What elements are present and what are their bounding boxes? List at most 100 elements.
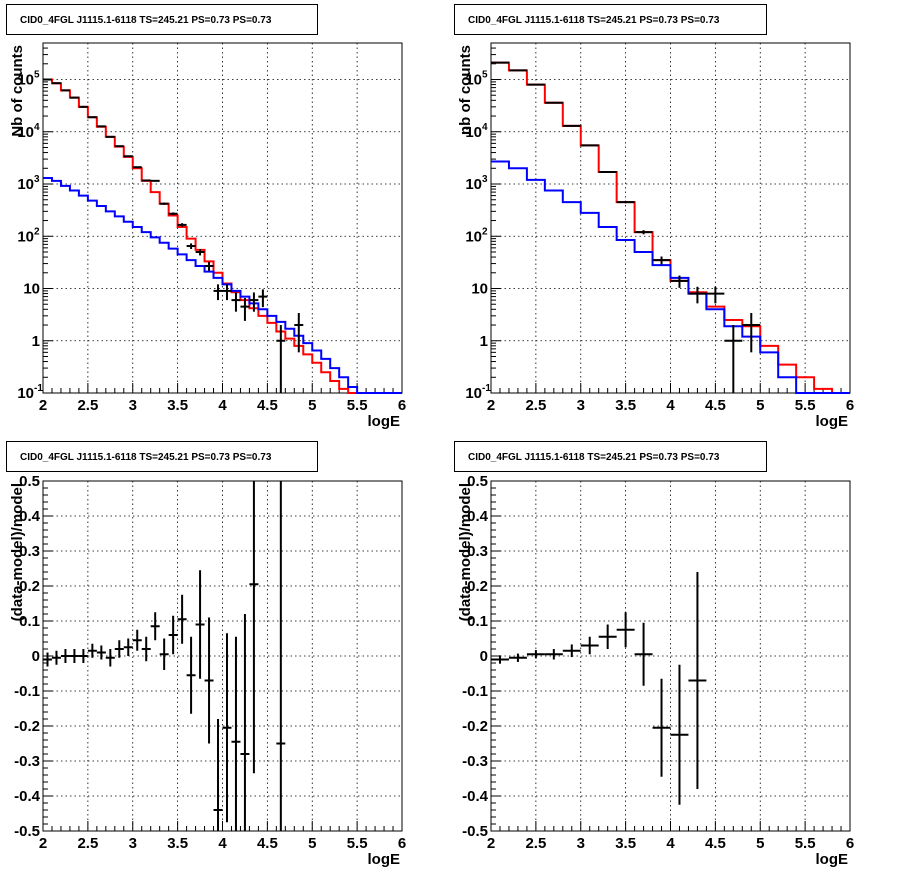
y-tick-label: -0.5 <box>462 823 488 840</box>
x-tick-label: 5 <box>308 397 316 414</box>
x-axis: 2 2.5 3 3.5 4 4.5 5 5.5 6 <box>39 43 406 414</box>
y-tick-label: 10 <box>465 176 482 193</box>
chart-title: CID0_4FGL J1115.1-6118 TS=245.21 PS=0.73… <box>468 452 720 463</box>
y-tick-label: 0.4 <box>467 508 489 525</box>
data-point <box>150 612 160 641</box>
data-point <box>87 643 97 658</box>
data-point <box>742 312 761 353</box>
data-point <box>706 286 725 304</box>
title-box <box>6 4 318 35</box>
x-tick-label: 2.5 <box>525 397 546 414</box>
data-point <box>177 594 187 644</box>
x-axis-label: logE <box>368 851 401 868</box>
data-point <box>491 655 509 664</box>
y-tick-label: 0.5 <box>19 473 40 490</box>
x-tick-label: 6 <box>398 397 406 414</box>
data-point <box>688 572 707 789</box>
x-tick-label: 6 <box>846 397 854 414</box>
data-point <box>204 617 214 744</box>
y-tick-label: 0 <box>480 648 488 665</box>
y-tick-label: 10 <box>17 72 34 89</box>
data-point <box>276 325 286 393</box>
data-point <box>508 653 527 662</box>
data-point <box>231 636 241 831</box>
y-tick-label: 0.3 <box>19 543 40 560</box>
data-point <box>141 179 151 182</box>
y-tick-label: 10 <box>465 72 482 89</box>
y-tick-exponent: 2 <box>482 226 488 237</box>
x-tick-label: 4 <box>666 397 675 414</box>
x-tick-label: 6 <box>846 835 854 852</box>
data-point <box>616 201 635 204</box>
data-point <box>231 292 241 312</box>
y-tick-exponent: 5 <box>482 70 488 81</box>
data-point <box>276 481 286 831</box>
y-tick-label: 10 <box>465 228 482 245</box>
x-tick-label: 4 <box>218 835 227 852</box>
x-tick-label: 5 <box>756 397 764 414</box>
data-point <box>249 481 259 774</box>
x-tick-label: 5 <box>756 835 764 852</box>
y-tick-label: 10 <box>465 385 482 402</box>
data-point <box>177 223 187 227</box>
y-tick-label: -0.2 <box>462 718 488 735</box>
x-tick-label: 2 <box>39 397 47 414</box>
x-axis-label: logE <box>816 851 849 868</box>
step-histogram-line <box>43 177 402 394</box>
step-histogram-line <box>491 160 850 394</box>
plot-frame <box>490 42 851 394</box>
y-tick-label: 0.2 <box>467 578 488 595</box>
y-tick-label: 10 <box>471 281 488 298</box>
y-tick-label: -0.3 <box>14 753 40 770</box>
x-tick-label: 5.5 <box>347 835 368 852</box>
data-point <box>634 622 653 686</box>
y-tick-label: -0.4 <box>462 788 489 805</box>
y-tick-label: -0.1 <box>462 683 488 700</box>
data-point <box>222 284 232 301</box>
data-point <box>159 202 169 205</box>
y-tick-label: 1 <box>480 333 488 350</box>
data-point <box>724 325 743 393</box>
data-point <box>168 212 178 216</box>
y-tick-label: -0.2 <box>14 718 40 735</box>
y-tick-label: 0.5 <box>467 473 488 490</box>
data-point <box>123 155 133 158</box>
x-tick-label: 3.5 <box>615 835 636 852</box>
y-axis: -0.5 -0.4 -0.3 -0.2 -0.1 0 0.1 0.2 0.3 0.4 0.5 <box>14 473 402 840</box>
y-tick-label: 0.3 <box>467 543 488 560</box>
title-box <box>6 441 318 472</box>
y-tick-label: 10 <box>17 124 34 141</box>
y-tick-label: 0 <box>32 648 40 665</box>
series-3 <box>491 61 761 393</box>
x-axis: 2 2.5 3 3.5 4 4.5 5 5.5 6 <box>487 481 854 852</box>
series-1 <box>491 572 707 805</box>
y-axis-label: (data-model)/model <box>457 483 474 621</box>
x-axis: 2 2.5 3 3.5 4 4.5 5 5.5 6 <box>39 481 406 852</box>
data-point <box>580 636 599 655</box>
plot-frame <box>42 42 403 394</box>
data-point <box>249 292 259 312</box>
x-tick-label: 2 <box>487 397 495 414</box>
series-3 <box>43 78 304 393</box>
y-tick-exponent: 4 <box>34 122 40 133</box>
data-point <box>258 289 268 308</box>
data-point <box>141 636 151 662</box>
y-tick-exponent: -1 <box>34 383 43 394</box>
x-tick-label: 3 <box>129 397 137 414</box>
y-tick-label: 10 <box>17 176 34 193</box>
chart-title: CID0_4FGL J1115.1-6118 TS=245.21 PS=0.73… <box>20 15 272 26</box>
y-tick-exponent: 5 <box>34 70 40 81</box>
title-box <box>454 441 767 472</box>
data-point <box>96 645 106 660</box>
y-tick-label: -0.3 <box>462 753 488 770</box>
data-point <box>652 256 671 265</box>
y-tick-label: -0.4 <box>14 788 41 805</box>
x-tick-label: 4.5 <box>705 835 726 852</box>
y-tick-exponent: -1 <box>482 383 491 394</box>
x-tick-label: 3.5 <box>615 397 636 414</box>
x-tick-label: 5.5 <box>347 397 368 414</box>
data-point <box>598 624 617 649</box>
data-point <box>526 650 545 659</box>
data-point <box>105 135 115 138</box>
